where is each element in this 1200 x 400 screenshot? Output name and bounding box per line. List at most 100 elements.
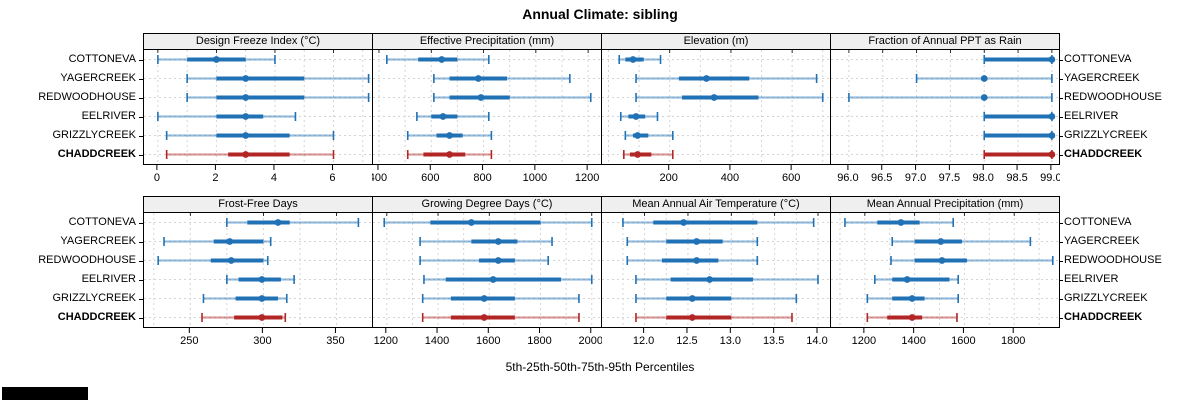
median-dot	[480, 314, 488, 321]
median-dot	[474, 75, 482, 82]
median-dot	[897, 219, 905, 226]
median-dot	[226, 238, 234, 245]
axis-tick-label: 1800	[527, 335, 551, 347]
site-label-right-grizzlycreek: GRIZZLYCREEK	[1064, 129, 1148, 141]
axis-tick-label: 1400	[901, 335, 925, 347]
median-dot	[1048, 113, 1056, 120]
axis-tick-label: 1600	[951, 335, 975, 347]
median-dot	[213, 56, 220, 63]
panel-x-axis: 96.0 96.5 97.0 97.5 98.0 98.5 99.0	[837, 165, 1060, 184]
panel-plot-area	[372, 49, 602, 165]
y-axis-tick	[1059, 59, 1063, 61]
panel-mean-annual-air-temperature-c: Mean Annual Air Temperature (°C) 12.0 12.5…	[601, 196, 831, 348]
y-axis-tick	[139, 317, 143, 319]
y-axis-tick	[1059, 135, 1063, 137]
median-dot	[693, 238, 701, 245]
median-dot	[242, 94, 250, 101]
axis-tick-label: 98.0	[973, 172, 994, 184]
axis-tick-label: 250	[180, 335, 198, 347]
median-dot	[693, 257, 701, 264]
axis-tick-label: 1400	[425, 335, 449, 347]
series-yagercreek	[186, 74, 370, 83]
median-dot	[494, 238, 502, 245]
panel-plot-area	[143, 212, 373, 328]
series-eelriver	[423, 275, 593, 284]
site-label-left-chaddcreek: CHADDCREEK	[57, 148, 136, 160]
site-label-right-chaddcreek: CHADDCREEK	[1064, 148, 1143, 160]
median-dot	[258, 276, 266, 283]
series-chaddcreek	[201, 313, 287, 322]
series-yagercreek	[915, 74, 1053, 83]
panel-plot-svg	[831, 50, 1059, 164]
y-axis-tick	[1059, 241, 1063, 243]
axis-tick-label: 4	[271, 172, 277, 184]
series-cottoneva	[226, 218, 360, 227]
series-yagercreek	[626, 237, 759, 246]
series-redwoodhouse	[890, 256, 1054, 265]
y-axis-tick	[139, 78, 143, 80]
y-axis-tick	[1059, 260, 1063, 262]
panel-plot-svg	[144, 50, 372, 164]
median-dot	[903, 276, 911, 283]
axis-tick-label: 1800	[1001, 335, 1025, 347]
series-grizzlycreek	[421, 294, 580, 303]
site-label-right-cottoneva: COTTONEVA	[1064, 53, 1132, 65]
series-yagercreek	[419, 237, 553, 246]
panel-x-axis: 12.0 12.5 13.0 13.5 14.0	[633, 328, 828, 347]
site-label-right-cottoneva: COTTONEVA	[1064, 216, 1132, 228]
y-axis-tick	[139, 241, 143, 243]
y-axis-tick	[139, 298, 143, 300]
median-dot	[937, 238, 945, 245]
median-dot	[706, 276, 714, 283]
series-cottoneva	[983, 55, 1056, 64]
median-dot	[242, 75, 250, 82]
series-cottoneva	[383, 218, 593, 227]
panel-mean-annual-precipitation-mm: Mean Annual Precipitation (mm) 1200 1400 16…	[830, 196, 1060, 348]
panel-x-axis: 400 600 800 1000 1200	[372, 165, 599, 184]
site-label-right-eelriver: EELRIVER	[1064, 273, 1119, 285]
site-label-left-cottoneva: COTTONEVA	[68, 216, 136, 228]
panel-fraction-of-annual-ppt-as-rain: Fraction of Annual PPT as Rain 96.0 96.5 97…	[830, 33, 1060, 185]
y-axis-tick	[139, 154, 143, 156]
axis-tick-label: 12.0	[633, 335, 654, 347]
series-chaddcreek	[635, 313, 793, 322]
median-dot	[1048, 151, 1056, 158]
median-dot	[710, 94, 718, 101]
site-label-left-redwoodhouse: REDWOODHOUSE	[38, 91, 136, 103]
series-eelriver	[416, 112, 490, 121]
median-dot	[438, 56, 446, 63]
series-grizzlycreek	[202, 294, 288, 303]
panel-design-freeze-index-c: Design Freeze Index (°C) 0 2 4 6	[143, 33, 373, 185]
site-label-left-grizzlycreek: GRIZZLYCREEK	[52, 292, 136, 304]
axis-tick-label: 200	[660, 172, 678, 184]
median-dot	[980, 75, 988, 82]
y-axis-tick	[139, 260, 143, 262]
y-axis-tick	[1059, 154, 1063, 156]
panel-frost-free-days: Frost-Free Days 250 300 350	[143, 196, 373, 348]
series-chaddcreek	[983, 150, 1056, 159]
series-grizzlycreek	[866, 294, 959, 303]
median-dot	[494, 257, 502, 264]
series-chaddcreek	[866, 313, 958, 322]
y-axis-tick	[139, 97, 143, 99]
panel-plot-area	[601, 212, 831, 328]
panel-elevation-m: Elevation (m) 200 400 600	[601, 33, 831, 185]
site-label-left-grizzlycreek: GRIZZLYCREEK	[52, 129, 136, 141]
site-label-left-yagercreek: YAGERCREEK	[60, 235, 136, 247]
site-label-left-chaddcreek: CHADDCREEK	[57, 311, 136, 323]
y-axis-tick	[139, 279, 143, 281]
panel-plot-area	[830, 49, 1060, 165]
axis-tick-label: 300	[253, 335, 271, 347]
panel-strip-title: Growing Degree Days (°C)	[372, 196, 602, 213]
median-dot	[258, 295, 266, 302]
site-label-right-yagercreek: YAGERCREEK	[1064, 235, 1140, 247]
site-label-right-redwoodhouse: REDWOODHOUSE	[1064, 91, 1162, 103]
y-axis-tick	[1059, 298, 1063, 300]
panel-strip-title: Elevation (m)	[601, 33, 831, 50]
panel-plot-area	[830, 212, 1060, 328]
axis-tick-label: 99.0	[1040, 172, 1060, 184]
site-label-right-redwoodhouse: REDWOODHOUSE	[1064, 254, 1162, 266]
series-yagercreek	[163, 237, 272, 246]
median-dot	[908, 295, 916, 302]
axis-tick-label: 13.0	[720, 335, 741, 347]
